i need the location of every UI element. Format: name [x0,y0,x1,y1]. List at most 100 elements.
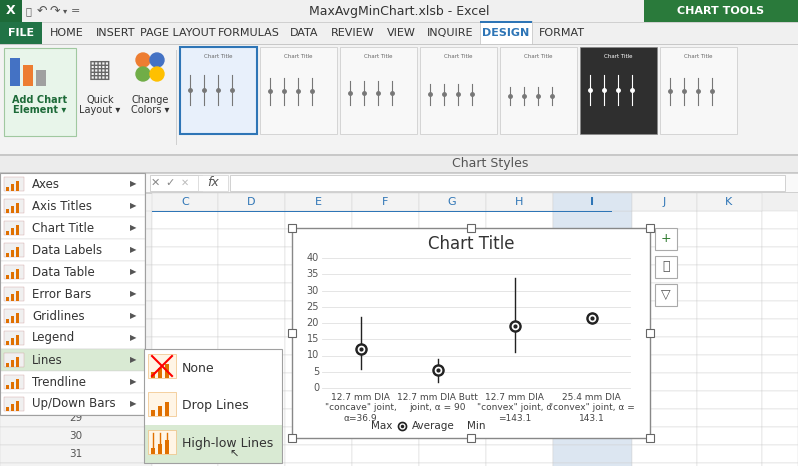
Bar [218,373,285,391]
Text: Chart Title: Chart Title [284,55,312,60]
Bar [762,211,798,229]
Bar [352,265,419,283]
Text: ▶: ▶ [130,289,136,299]
Bar [16,225,19,235]
Bar [480,21,532,44]
Bar [218,427,285,445]
Bar [632,229,697,247]
Bar [420,47,497,134]
Bar [16,269,19,279]
Bar [419,301,486,319]
Text: H: H [515,197,523,207]
Bar [644,0,798,22]
Text: HOME: HOME [50,28,84,38]
Bar [0,0,798,22]
Bar [697,355,762,373]
Bar [697,265,762,283]
Bar [762,409,798,427]
Text: FORMULAS: FORMULAS [218,28,280,38]
Bar [152,211,218,229]
Bar [486,409,553,427]
Bar [632,427,697,445]
Bar [0,22,798,44]
Bar [762,391,798,409]
Bar [36,70,46,86]
Bar [285,463,352,466]
Text: =: = [70,6,80,16]
Bar [553,391,632,409]
Bar [6,319,9,323]
Bar [553,355,632,373]
Text: 30: 30 [69,431,82,441]
Bar [0,0,22,22]
Bar [0,193,152,194]
Bar [0,173,798,193]
Bar [152,445,218,463]
Bar [11,272,14,279]
Bar [467,434,475,442]
Text: ▶: ▶ [130,246,136,254]
Text: ✕: ✕ [150,178,160,188]
Bar [762,229,798,247]
Bar [352,283,419,301]
Bar [0,319,152,337]
Text: Min: Min [467,421,485,431]
Bar [144,425,282,463]
Bar [285,283,352,301]
Text: G: G [448,197,456,207]
Bar [0,247,152,265]
Bar [4,397,24,411]
Text: Up/Down Bars: Up/Down Bars [32,397,116,411]
Text: MaxAvgMinChart.xlsb - Excel: MaxAvgMinChart.xlsb - Excel [309,5,489,18]
Bar [6,385,9,389]
Bar [762,265,798,283]
Bar [285,337,352,355]
Circle shape [150,67,164,81]
Bar [16,181,19,191]
Bar [148,392,176,416]
Circle shape [150,53,164,67]
Bar [218,211,285,229]
Bar [4,199,24,213]
Text: 12.7 mm DIA Butt
joint, α = 90: 12.7 mm DIA Butt joint, α = 90 [397,393,478,412]
Text: DATA: DATA [290,28,318,38]
Bar [16,401,19,411]
Bar [0,337,152,355]
Bar [285,427,352,445]
Bar [553,265,632,283]
Bar [352,463,419,466]
Bar [0,155,798,156]
Bar [486,193,553,211]
Bar [553,319,632,337]
Bar [152,463,218,466]
Text: F: F [381,197,388,207]
Text: Average: Average [412,421,455,431]
Bar [4,309,24,323]
Bar [632,355,697,373]
Text: 10: 10 [306,350,319,361]
Bar [0,301,152,319]
Text: FORMAT: FORMAT [539,28,585,38]
Bar [218,301,285,319]
Bar [0,445,152,463]
Text: Colors ▾: Colors ▾ [131,105,169,115]
Bar [762,301,798,319]
Text: 12.7 mm DIA
"concave" joint,
α=36.9: 12.7 mm DIA "concave" joint, α=36.9 [325,393,397,423]
Bar [11,250,14,257]
Bar [4,177,24,191]
Bar [16,379,19,389]
Bar [165,402,169,416]
Bar [4,221,24,235]
Text: 5: 5 [313,367,319,377]
Bar [646,434,654,442]
Bar [762,427,798,445]
Bar [6,407,9,411]
Text: Chart Title: Chart Title [428,235,514,253]
Bar [352,409,419,427]
Bar [352,337,419,355]
Bar [285,445,352,463]
Bar [553,193,632,211]
Bar [23,65,33,86]
Bar [632,373,697,391]
Bar [553,337,632,355]
